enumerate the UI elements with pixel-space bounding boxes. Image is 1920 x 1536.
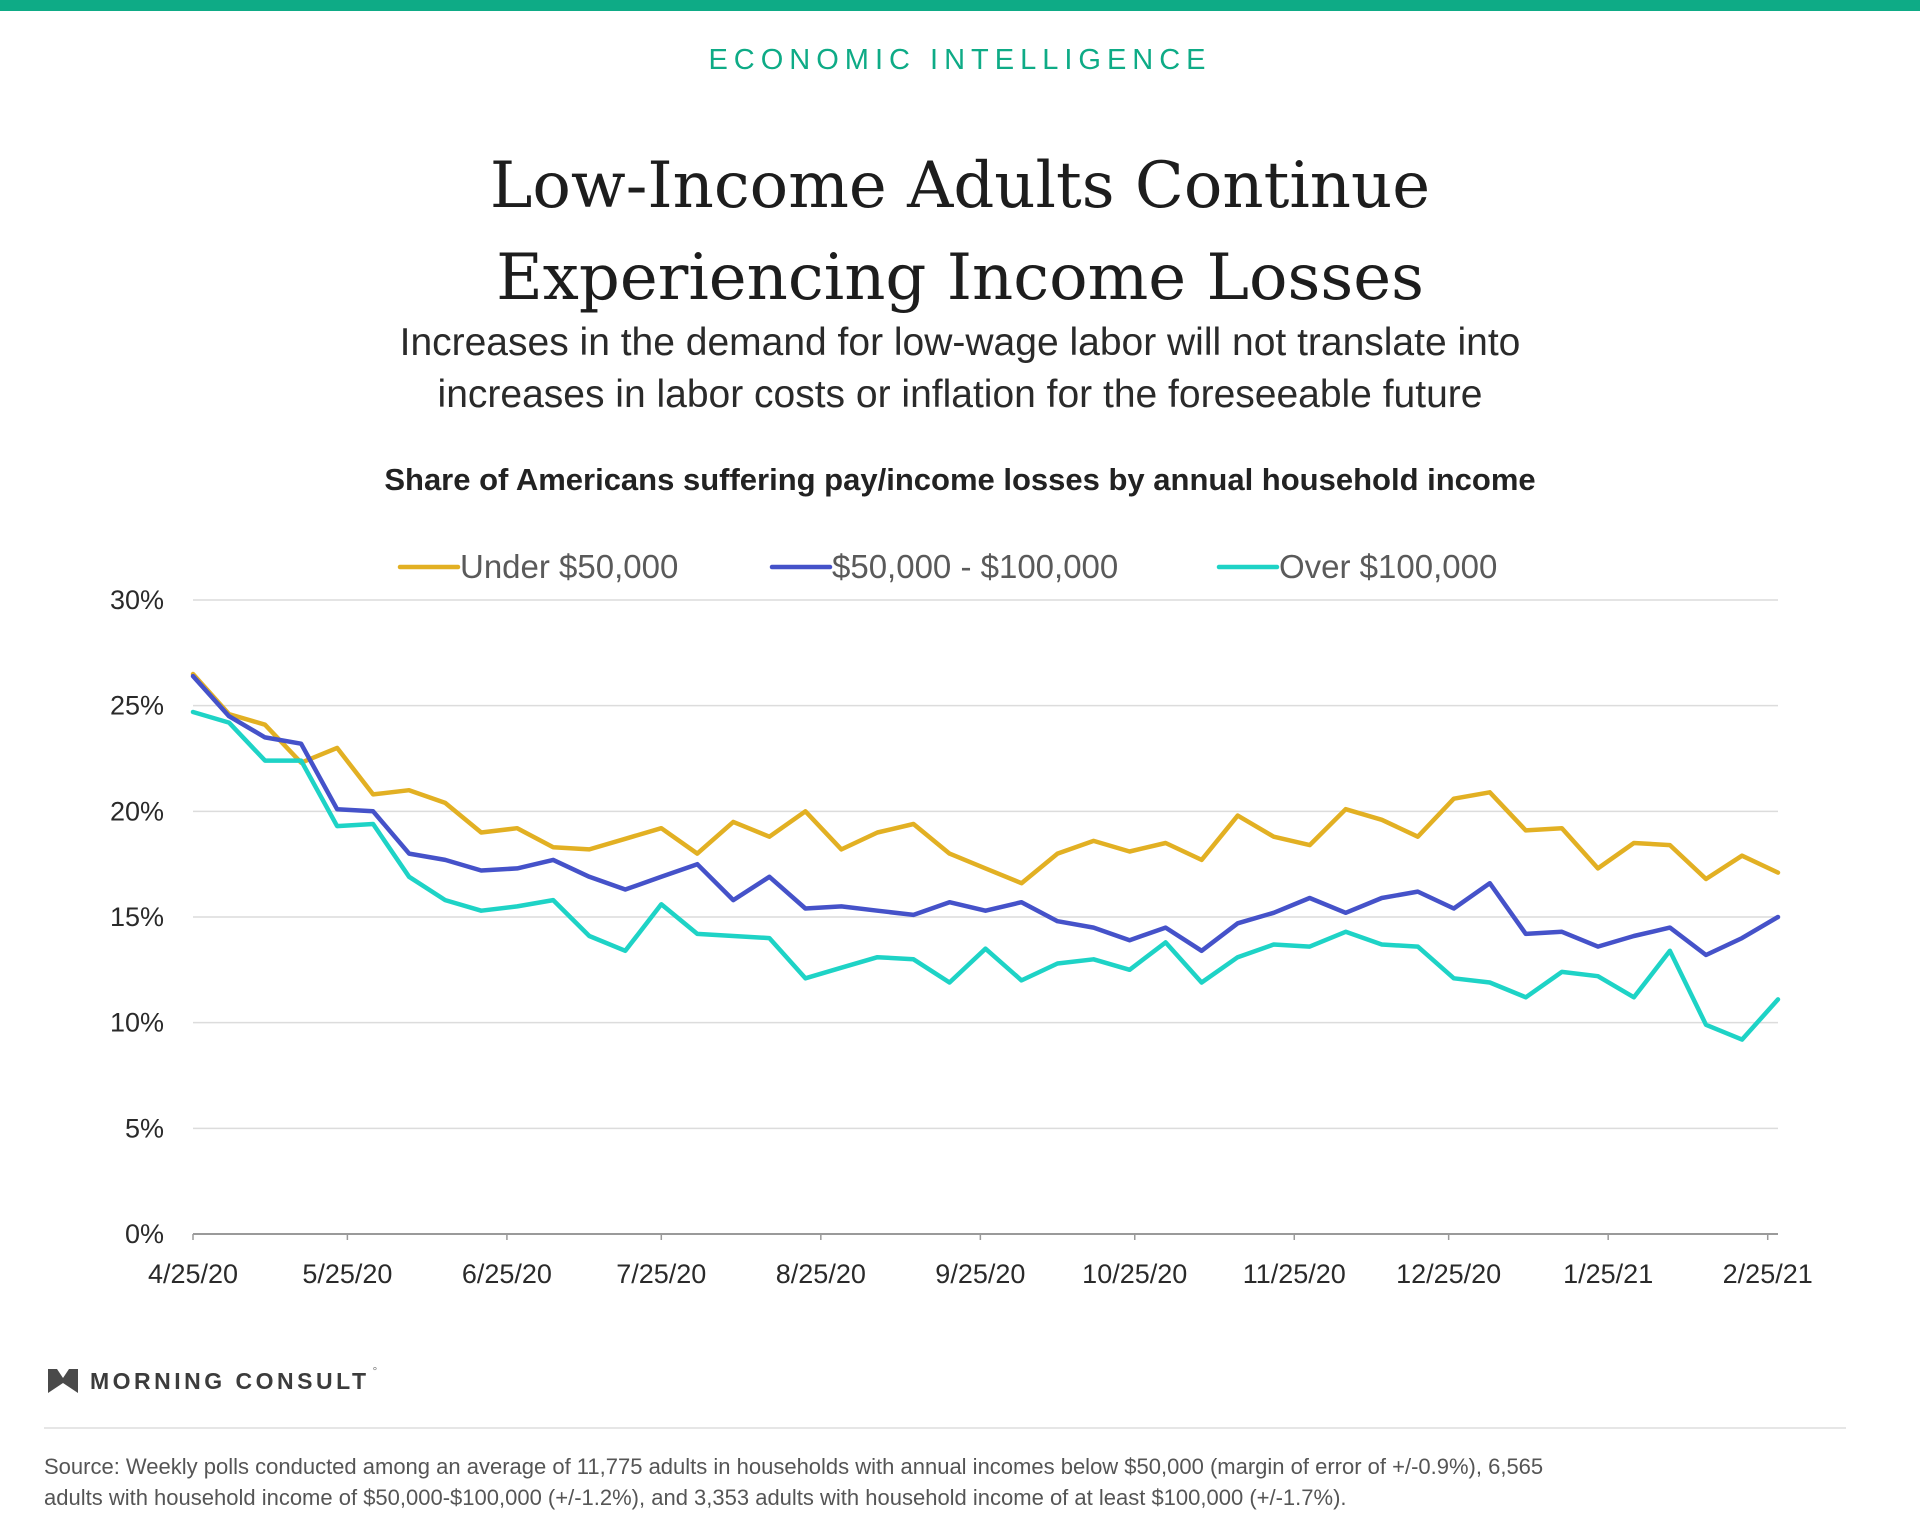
brand-footer: MORNING CONSULT ° xyxy=(48,1364,378,1396)
legend-label: Under $50,000 xyxy=(460,548,678,585)
source-note: Source: Weekly polls conducted among an … xyxy=(44,1451,1884,1513)
x-tick-label: 6/25/20 xyxy=(462,1259,552,1289)
headline: Low-Income Adults Continue Experiencing … xyxy=(0,140,1920,324)
legend-label: Over $100,000 xyxy=(1279,548,1497,585)
x-tick-label: 7/25/20 xyxy=(616,1259,706,1289)
x-tick-label: 8/25/20 xyxy=(776,1259,866,1289)
x-tick-label: 1/25/21 xyxy=(1563,1259,1653,1289)
x-tick-label: 12/25/20 xyxy=(1396,1259,1501,1289)
series-line-3 xyxy=(190,709,1781,1042)
series-line-1 xyxy=(190,671,1781,886)
legend-label: $50,000 - $100,000 xyxy=(832,548,1118,585)
headline-line-2: Experiencing Income Losses xyxy=(496,241,1424,315)
chart-title: Share of Americans suffering pay/income … xyxy=(384,462,1536,497)
line-chart: 0% 5% 10% 15% 20% 25% 30% 4/25/20 5/25/20 6/25/20… xyxy=(110,548,1813,1289)
section-kicker: ECONOMIC INTELLIGENCE xyxy=(708,44,1212,76)
footer-divider xyxy=(44,1427,1846,1429)
x-tick-label: 9/25/20 xyxy=(935,1259,1025,1289)
subheadline-line-1: Increases in the demand for low-wage lab… xyxy=(399,321,1521,364)
x-tick-label: 2/25/21 xyxy=(1723,1259,1813,1289)
y-tick-label: 20% xyxy=(110,796,164,826)
y-tick-label: 0% xyxy=(125,1219,164,1249)
morning-consult-logo-icon xyxy=(48,1369,78,1393)
headline-line-1: Low-Income Adults Continue xyxy=(489,149,1431,223)
y-tick-label: 25% xyxy=(110,691,164,721)
series-line-2 xyxy=(190,673,1781,958)
brand-name: MORNING CONSULT xyxy=(90,1367,370,1394)
top-accent-bar xyxy=(0,0,1920,11)
y-tick-label: 30% xyxy=(110,585,164,615)
y-tick-label: 15% xyxy=(110,902,164,932)
y-tick-label: 10% xyxy=(110,1008,164,1038)
x-tick-label: 11/25/20 xyxy=(1243,1259,1346,1289)
source-line-1: Source: Weekly polls conducted among an … xyxy=(44,1454,1544,1479)
x-tick-label: 10/25/20 xyxy=(1082,1259,1187,1289)
subheadline: Increases in the demand for low-wage lab… xyxy=(0,317,1920,421)
x-tick-label: 5/25/20 xyxy=(302,1259,392,1289)
source-line-2: adults with household income of $50,000-… xyxy=(44,1485,1347,1510)
subheadline-line-2: increases in labor costs or inflation fo… xyxy=(437,373,1483,416)
brand-mark: ° xyxy=(372,1364,378,1378)
y-tick-label: 5% xyxy=(125,1113,164,1143)
x-tick-label: 4/25/20 xyxy=(148,1259,238,1289)
